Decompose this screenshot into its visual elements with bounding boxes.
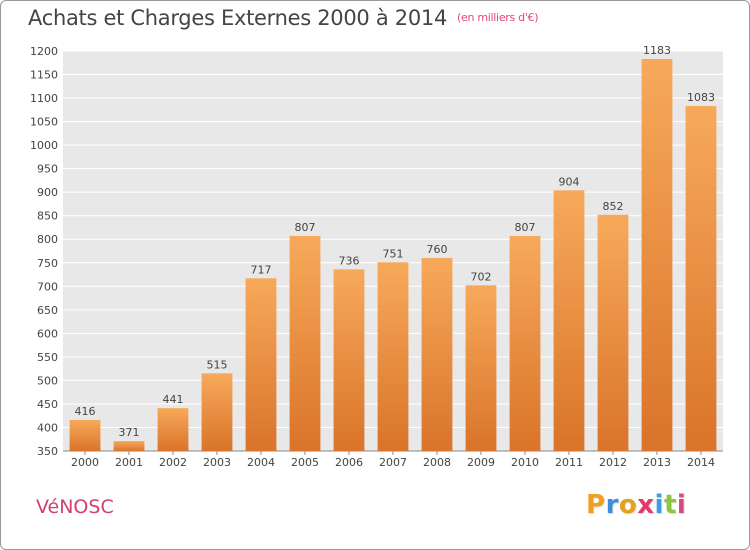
y-tick-label: 650	[37, 304, 58, 317]
bar-value-label: 760	[427, 243, 448, 256]
commune-name: VéNOSC	[36, 496, 114, 518]
x-tick-label: 2003	[203, 456, 231, 469]
x-tick-label: 2012	[599, 456, 627, 469]
bar	[157, 408, 189, 451]
bar-value-label: 852	[603, 200, 624, 213]
logo-letter: i	[654, 490, 664, 520]
bar-value-label: 416	[75, 405, 96, 418]
unit-label: (en milliers d'€)	[457, 11, 539, 24]
y-tick-label: 800	[37, 233, 58, 246]
y-tick-label: 500	[37, 374, 58, 387]
x-tick-label: 2000	[71, 456, 99, 469]
x-tick-label: 2005	[291, 456, 319, 469]
y-tick-label: 600	[37, 327, 58, 340]
y-tick-label: 1050	[30, 116, 58, 129]
y-axis: 350 400 450 500 550 600 650 700 750 800 850 900 950 1…	[30, 45, 58, 458]
value-labels: 416 371 441 515 717 807 736 751 760 702 807 904 852 1…	[75, 44, 716, 439]
x-tick-label: 2008	[423, 456, 451, 469]
y-tick-label: 400	[37, 421, 58, 434]
bar-value-label: 807	[295, 221, 316, 234]
bar-value-label: 1183	[643, 44, 671, 57]
bar	[289, 235, 321, 451]
logo-letter: t	[663, 490, 677, 520]
bar	[201, 373, 233, 451]
y-tick-label: 1200	[30, 45, 58, 58]
y-tick-label: 550	[37, 351, 58, 364]
x-tick-label: 2014	[687, 456, 715, 469]
x-tick-label: 2001	[115, 456, 143, 469]
y-tick-label: 350	[37, 445, 58, 458]
y-tick-label: 950	[37, 163, 58, 176]
bar-value-label: 807	[515, 221, 536, 234]
bar-value-label: 371	[119, 426, 140, 439]
y-tick-label: 900	[37, 186, 58, 199]
bar-value-label: 736	[339, 254, 360, 267]
logo-letter: P	[586, 490, 606, 520]
x-tick-label: 2010	[511, 456, 539, 469]
logo-letter: o	[618, 490, 638, 520]
bar-value-label: 702	[471, 270, 492, 283]
y-tick-label: 700	[37, 280, 58, 293]
logo-letter: r	[605, 490, 619, 520]
bar	[421, 258, 453, 451]
bar-value-label: 441	[163, 393, 184, 406]
bar-value-label: 515	[207, 358, 228, 371]
x-tick-label: 2002	[159, 456, 187, 469]
x-tick-label: 2009	[467, 456, 495, 469]
bar	[597, 214, 629, 451]
logo-letter: x	[637, 490, 655, 520]
chart-title: Achats et Charges Externes 2000 à 2014 (e…	[28, 6, 539, 30]
bar	[333, 269, 365, 451]
y-tick-label: 1150	[30, 69, 58, 82]
bar-value-label: 717	[251, 263, 272, 276]
bar	[377, 262, 409, 451]
bar	[509, 235, 541, 451]
y-tick-label: 1000	[30, 139, 58, 152]
x-tick-label: 2011	[555, 456, 583, 469]
proxiti-logo: Proxiti	[586, 490, 686, 520]
logo-letter: i	[676, 490, 687, 520]
x-tick-label: 2004	[247, 456, 275, 469]
bar	[553, 190, 585, 451]
bar	[685, 106, 717, 451]
x-tick-label: 2007	[379, 456, 407, 469]
x-tick-label: 2006	[335, 456, 363, 469]
bar-value-label: 904	[559, 175, 580, 188]
bar-value-label: 751	[383, 247, 404, 260]
y-tick-label: 850	[37, 210, 58, 223]
bar	[69, 419, 101, 451]
bar	[465, 285, 497, 451]
x-axis: 2000 2001 2002 2003 2004 2005 2006 2007 2008 2009…	[63, 450, 723, 469]
y-tick-label: 450	[37, 398, 58, 411]
y-tick-label: 1100	[30, 92, 58, 105]
bar	[113, 441, 145, 451]
bar-value-label: 1083	[687, 91, 715, 104]
bars	[69, 59, 717, 451]
y-tick-label: 750	[37, 257, 58, 270]
x-tick-label: 2013	[643, 456, 671, 469]
bar	[245, 278, 277, 451]
bar	[641, 59, 673, 451]
